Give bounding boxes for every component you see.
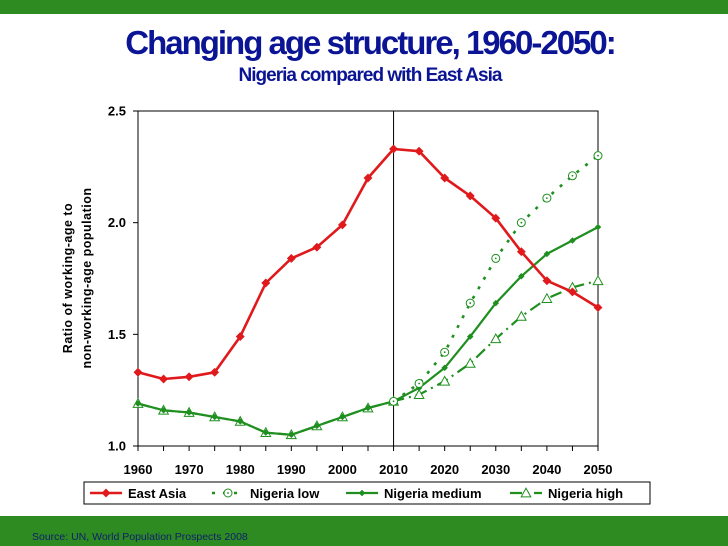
legend-label-nigeria-low: Nigeria low [250,486,320,501]
point-east-asia [286,253,296,263]
point-nigeria-medium [339,413,346,421]
top-green-bar [0,0,728,14]
bottom-green-bar [0,516,728,546]
point-east-asia [567,287,577,297]
x-tick-label: 2000 [328,462,357,477]
legend-marker-nigeria-low-dot [227,492,229,494]
point-nigeria-medium [517,272,525,280]
point-nigeria-medium [594,223,602,231]
point-nigeria-high [541,292,553,303]
chart-subtitle: Nigeria compared with East Asia [238,65,503,86]
plot-frame [137,110,599,447]
y-axis-label: Ratio of working-age to non-working-age p… [61,187,94,368]
point-nigeria-low-dot [392,400,395,403]
point-east-asia [337,220,347,230]
y-tick-label: 2.5 [108,104,126,119]
legend-marker-nigeria-high [520,487,532,498]
point-nigeria-low-dot [418,382,421,385]
point-nigeria-high [490,332,502,344]
point-east-asia [389,144,399,154]
point-nigeria-medium [160,406,167,414]
point-nigeria-low-dot [545,197,548,200]
point-east-asia [159,374,169,384]
x-tick-label: 1960 [124,462,153,477]
point-east-asia [516,247,526,257]
x-tick-label: 2020 [430,462,459,477]
point-nigeria-medium [211,413,219,421]
point-east-asia [210,367,220,377]
point-nigeria-medium [313,422,321,430]
x-tick-label: 2050 [584,462,613,477]
point-nigeria-high [515,310,527,321]
point-east-asia [414,146,424,156]
point-nigeria-medium [185,409,193,416]
point-east-asia [184,372,194,382]
point-nigeria-high [439,375,451,386]
x-tick-label: 1990 [277,462,306,477]
point-nigeria-low-dot [494,257,497,260]
x-tick-label: 2040 [532,462,561,477]
y-tick-label: 1.0 [108,439,126,454]
point-east-asia [261,278,271,288]
y-tick-label: 2.0 [108,215,126,230]
point-nigeria-high [592,274,604,286]
legend-marker-nigeria-medium [358,489,366,497]
point-east-asia [312,242,322,252]
point-east-asia [235,332,245,342]
y-axis-label-line: non-working-age population [80,187,94,368]
point-east-asia [542,276,552,286]
y-tick-label: 1.5 [108,327,126,342]
point-east-asia [593,302,603,313]
line-chart: 1.0 1.5 2.0 2.5 1960 1970 1980 1990 2000 2010 2020… [61,104,651,505]
chart-title: Changing age structure, 1960-2050: [125,24,617,61]
point-nigeria-medium [569,237,576,244]
legend-label-nigeria-high: Nigeria high [548,486,623,501]
point-east-asia [491,213,501,223]
point-nigeria-high [413,388,425,399]
point-nigeria-low-dot [571,174,574,177]
point-nigeria-medium [262,429,270,436]
x-tick-label: 1980 [226,462,255,477]
point-nigeria-medium [364,404,372,412]
point-nigeria-medium [492,299,500,307]
x-tick-label: 2010 [379,462,408,477]
legend-marker-east-asia [101,488,111,498]
point-east-asia [465,191,475,201]
point-nigeria-low-dot [469,302,472,304]
point-east-asia [133,367,143,377]
x-tick-label: 2030 [481,462,510,477]
legend-label-east-asia: East Asia [128,486,187,501]
point-east-asia [363,173,373,183]
point-nigeria-medium [236,418,244,425]
plot-area: 1.0 1.5 2.0 2.5 1960 1970 1980 1990 2000 2010 2020… [108,104,613,478]
legend: East Asia Nigeria low Nigeria medium Nigeri… [83,481,651,505]
point-nigeria-low-dot [443,351,446,354]
point-nigeria-medium [466,333,474,340]
point-nigeria-medium [134,400,142,407]
point-nigeria-medium [543,250,551,258]
point-nigeria-low-dot [597,154,599,157]
point-nigeria-low-dot [520,221,523,224]
point-nigeria-medium [287,431,295,439]
y-axis-label-line: Ratio of working-age to [61,203,75,353]
point-east-asia [440,173,450,183]
source-note: Source: UN, World Population Prospects 2… [32,531,248,543]
x-tick-label: 1970 [175,462,204,477]
point-nigeria-high [464,357,476,368]
point-nigeria-medium [441,364,449,372]
legend-label-nigeria-medium: Nigeria medium [384,486,482,501]
